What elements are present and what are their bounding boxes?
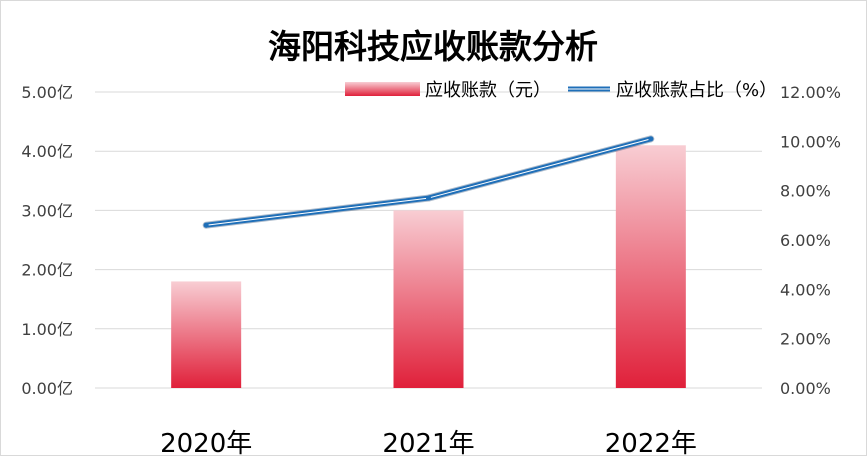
legend-label-line: 应收账款占比（%）	[616, 80, 777, 101]
left-axis-tick-label: 2.00亿	[21, 261, 73, 280]
bar	[393, 210, 464, 388]
right-axis-ticks: 0.00% 2.00% 4.00% 6.00% 8.00% 10.00% 12.00%	[780, 83, 841, 398]
x-axis-tick-label: 2021年	[382, 429, 474, 456]
x-axis-tick-label: 2022年	[605, 429, 697, 456]
legend-label-bar: 应收账款（元）	[425, 80, 551, 101]
right-axis-tick-label: 4.00%	[780, 280, 831, 299]
legend: 应收账款（元） 应收账款占比（%）	[345, 80, 777, 101]
line-point	[426, 195, 431, 201]
left-axis-tick-label: 3.00亿	[21, 201, 73, 220]
left-axis-ticks: 0.00亿 1.00亿 2.00亿 3.00亿 4.00亿 5.00亿	[21, 83, 73, 398]
x-axis-tick-label: 2020年	[160, 429, 252, 456]
bar	[171, 281, 242, 388]
left-axis-tick-label: 4.00亿	[21, 142, 73, 161]
x-axis-ticks: 2020年 2021年 2022年	[160, 429, 697, 456]
chart-title: 海阳科技应收账款分析	[268, 27, 598, 66]
right-axis-tick-label: 0.00%	[780, 379, 831, 398]
right-axis-tick-label: 8.00%	[780, 182, 831, 201]
left-axis-tick-label: 5.00亿	[21, 83, 73, 102]
line-point	[203, 222, 209, 228]
legend-swatch-bar	[345, 82, 420, 96]
left-axis-tick-label: 1.00亿	[21, 320, 73, 339]
right-axis-tick-label: 12.00%	[780, 83, 841, 102]
line-series	[202, 135, 655, 229]
bar-series	[171, 145, 686, 388]
line-point	[648, 136, 654, 142]
bar	[615, 145, 686, 388]
right-axis-tick-label: 10.00%	[780, 132, 841, 151]
left-axis-tick-label: 0.00亿	[21, 379, 73, 398]
right-axis-tick-label: 2.00%	[780, 330, 831, 349]
right-axis-tick-label: 6.00%	[780, 231, 831, 250]
